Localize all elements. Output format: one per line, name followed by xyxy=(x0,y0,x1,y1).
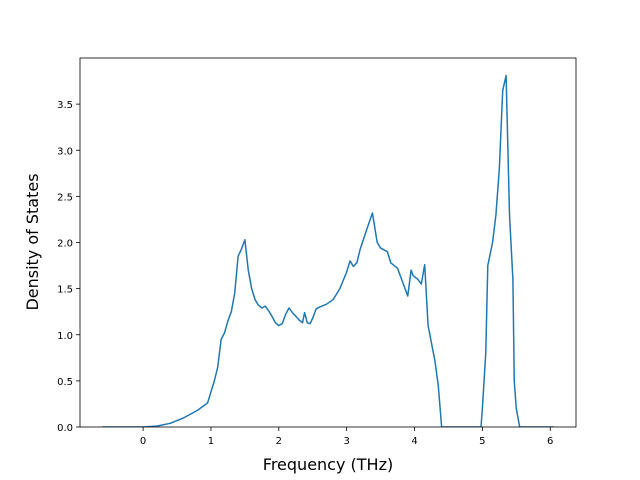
x-tick-label: 4 xyxy=(411,436,417,447)
x-tick-label: 3 xyxy=(343,436,349,447)
y-tick-label: 1.0 xyxy=(57,331,73,342)
y-tick-label: 0.0 xyxy=(57,423,73,434)
y-tick-label: 2.0 xyxy=(57,239,73,250)
y-tick-label: 3.0 xyxy=(57,146,73,157)
x-tick-label: 0 xyxy=(140,436,146,447)
y-tick-label: 2.5 xyxy=(57,192,73,203)
y-tick-label: 0.5 xyxy=(57,377,73,388)
x-tick-label: 6 xyxy=(547,436,553,447)
x-tick-label: 2 xyxy=(276,436,282,447)
line-series xyxy=(102,74,554,427)
y-axis-title: Density of States xyxy=(23,173,42,310)
y-tick-label: 1.5 xyxy=(57,285,73,296)
x-axis-title: Frequency (THz) xyxy=(263,455,393,474)
plot-frame xyxy=(79,57,577,428)
x-tick-label: 1 xyxy=(208,436,214,447)
x-tick-label: 5 xyxy=(479,436,485,447)
y-tick-label: 3.5 xyxy=(57,100,73,111)
